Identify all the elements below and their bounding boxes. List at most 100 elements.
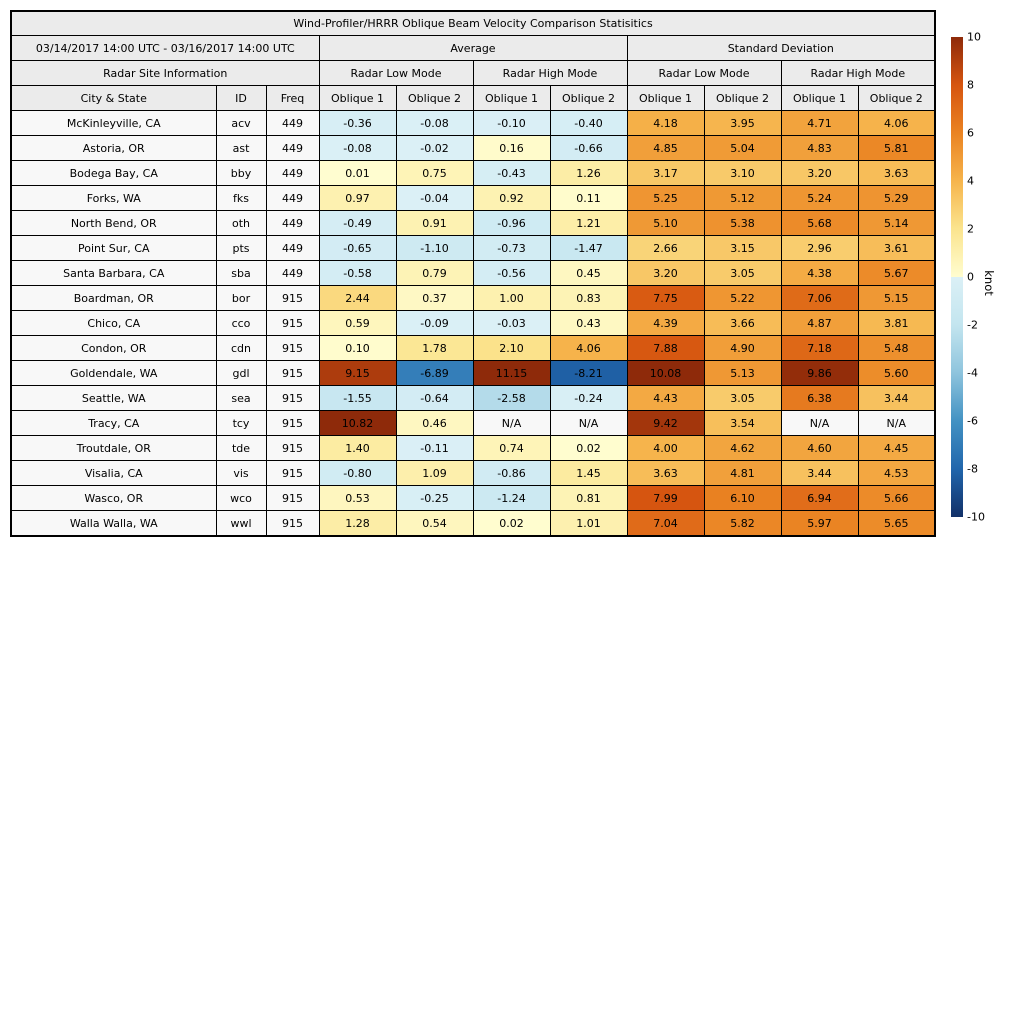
city-cell: Visalia, CA xyxy=(10,460,217,486)
site-id-cell: wco xyxy=(215,485,267,511)
colorbar-tick-label: 8 xyxy=(967,78,974,92)
value-cell: 5.25 xyxy=(626,185,705,211)
colorbar-tick-label: 2 xyxy=(967,222,974,236)
value-cell: 1.00 xyxy=(472,285,551,311)
value-cell: 9.86 xyxy=(780,360,859,386)
value-cell: 3.95 xyxy=(703,110,782,136)
value-cell: 0.83 xyxy=(549,285,628,311)
city-cell: Boardman, OR xyxy=(10,285,217,311)
value-cell: 0.37 xyxy=(395,285,474,311)
site-id-cell: cdn xyxy=(215,335,267,361)
value-cell: -0.86 xyxy=(472,460,551,486)
value-cell: N/A xyxy=(472,410,551,436)
colorbar-tick-label: -6 xyxy=(967,414,978,428)
colorbar-tick-label: -4 xyxy=(967,366,978,380)
value-cell: 0.81 xyxy=(549,485,628,511)
value-cell: 7.04 xyxy=(626,510,705,537)
value-cell: -0.02 xyxy=(395,135,474,161)
table-row: Santa Barbara, CA sba 449 -0.58 0.79 -0.56 0.4… xyxy=(10,260,936,286)
colorbar-tick-label: -10 xyxy=(967,510,985,524)
value-cell: 3.44 xyxy=(780,460,859,486)
table-row: Point Sur, CA pts 449 -0.65 -1.10 -0.73 -1.47 2… xyxy=(10,235,936,261)
value-cell: 3.66 xyxy=(703,310,782,336)
table-row: Visalia, CA vis 915 -0.80 1.09 -0.86 1.45 3.63 4… xyxy=(10,460,936,486)
table-row: Boardman, OR bor 915 2.44 0.37 1.00 0.83 7.75 5.… xyxy=(10,285,936,311)
colorbar-tick-label: -2 xyxy=(967,318,978,332)
value-cell: 10.82 xyxy=(318,410,397,436)
column-header: ID xyxy=(215,85,267,111)
value-cell: 0.10 xyxy=(318,335,397,361)
value-cell: -0.08 xyxy=(318,135,397,161)
site-id-cell: wwl xyxy=(215,510,267,537)
colorbar-unit-label: knot xyxy=(982,270,996,296)
date-range: 03/14/2017 14:00 UTC - 03/16/2017 14:00 … xyxy=(10,35,320,61)
value-cell: 1.21 xyxy=(549,210,628,236)
value-cell: N/A xyxy=(780,410,859,436)
column-header: Oblique 2 xyxy=(395,85,474,111)
title-row: Wind-Profiler/HRRR Oblique Beam Velocity… xyxy=(10,10,936,36)
value-cell: -0.66 xyxy=(549,135,628,161)
table-row: Forks, WA fks 449 0.97 -0.04 0.92 0.11 5.25 5.12… xyxy=(10,185,936,211)
value-cell: 0.97 xyxy=(318,185,397,211)
city-cell: Chico, CA xyxy=(10,310,217,336)
column-header: Oblique 2 xyxy=(857,85,936,111)
value-cell: 0.75 xyxy=(395,160,474,186)
value-cell: 1.28 xyxy=(318,510,397,537)
value-cell: 2.66 xyxy=(626,235,705,261)
freq-cell: 915 xyxy=(265,435,320,461)
value-cell: 0.92 xyxy=(472,185,551,211)
value-cell: -0.40 xyxy=(549,110,628,136)
mode-header: Radar Low Mode xyxy=(626,60,782,86)
value-cell: 0.79 xyxy=(395,260,474,286)
value-cell: 5.13 xyxy=(703,360,782,386)
value-cell: 5.97 xyxy=(780,510,859,537)
city-cell: Seattle, WA xyxy=(10,385,217,411)
value-cell: 4.53 xyxy=(857,460,936,486)
value-cell: 1.78 xyxy=(395,335,474,361)
freq-cell: 449 xyxy=(265,185,320,211)
value-cell: -0.65 xyxy=(318,235,397,261)
group-header-average: Average xyxy=(318,35,628,61)
freq-cell: 915 xyxy=(265,410,320,436)
value-cell: 0.43 xyxy=(549,310,628,336)
freq-cell: 915 xyxy=(265,485,320,511)
value-cell: 3.81 xyxy=(857,310,936,336)
value-cell: 1.09 xyxy=(395,460,474,486)
table-row: Wasco, OR wco 915 0.53 -0.25 -1.24 0.81 7.99 6.1… xyxy=(10,485,936,511)
value-cell: 7.18 xyxy=(780,335,859,361)
value-cell: 4.81 xyxy=(703,460,782,486)
site-id-cell: sea xyxy=(215,385,267,411)
value-cell: 7.06 xyxy=(780,285,859,311)
city-cell: McKinleyville, CA xyxy=(10,110,217,136)
value-cell: -0.49 xyxy=(318,210,397,236)
colorbar-gradient xyxy=(951,37,963,517)
value-cell: 0.01 xyxy=(318,160,397,186)
colorbar-tick-label: -8 xyxy=(967,462,978,476)
value-cell: 3.44 xyxy=(857,385,936,411)
column-header: Oblique 1 xyxy=(780,85,859,111)
site-id-cell: vis xyxy=(215,460,267,486)
city-cell: Point Sur, CA xyxy=(10,235,217,261)
value-cell: 4.18 xyxy=(626,110,705,136)
value-cell: 5.22 xyxy=(703,285,782,311)
value-cell: -1.47 xyxy=(549,235,628,261)
site-id-cell: gdl xyxy=(215,360,267,386)
group-header-row: 03/14/2017 14:00 UTC - 03/16/2017 14:00 … xyxy=(10,35,936,61)
city-cell: Bodega Bay, CA xyxy=(10,160,217,186)
value-cell: -0.43 xyxy=(472,160,551,186)
value-cell: 5.81 xyxy=(857,135,936,161)
value-cell: 0.11 xyxy=(549,185,628,211)
value-cell: 9.42 xyxy=(626,410,705,436)
city-cell: Troutdale, OR xyxy=(10,435,217,461)
value-cell: 3.63 xyxy=(857,160,936,186)
site-id-cell: fks xyxy=(215,185,267,211)
value-cell: 4.06 xyxy=(549,335,628,361)
value-cell: -0.56 xyxy=(472,260,551,286)
freq-cell: 449 xyxy=(265,260,320,286)
table-row: Condon, OR cdn 915 0.10 1.78 2.10 4.06 7.88 4.90… xyxy=(10,335,936,361)
value-cell: 2.96 xyxy=(780,235,859,261)
group-header-stddev: Standard Deviation xyxy=(626,35,936,61)
site-id-cell: pts xyxy=(215,235,267,261)
mode-header: Radar High Mode xyxy=(472,60,628,86)
